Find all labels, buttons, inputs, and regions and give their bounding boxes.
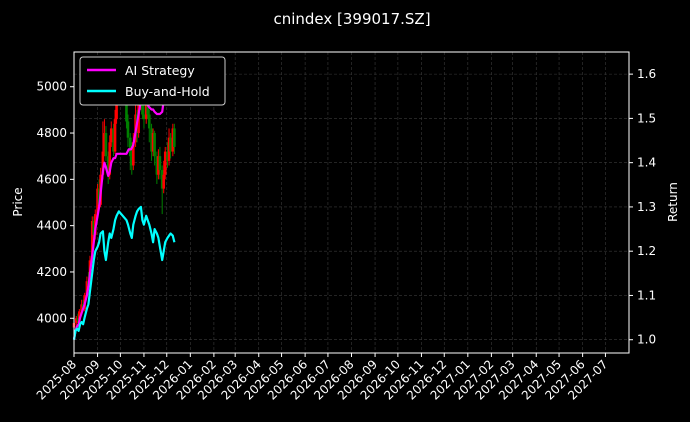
candle-body — [106, 156, 110, 175]
candle-body — [74, 318, 78, 323]
series-line-buy-and-hold — [72, 205, 176, 340]
candle-body — [76, 318, 80, 321]
candle-body — [130, 156, 134, 166]
candle-body — [153, 133, 156, 157]
candle-body — [157, 156, 160, 175]
candle-body — [144, 98, 148, 120]
y-axis-right-title: Return — [666, 182, 680, 222]
legend-box — [79, 56, 226, 106]
y-left-tick-label: 5000 — [36, 80, 67, 94]
candle-body — [167, 137, 171, 161]
legend-label-buy-and-hold: Buy-and-Hold — [125, 84, 210, 99]
candle-body — [162, 174, 166, 189]
candle-body — [169, 137, 172, 152]
y-right-tick-label: 1.1 — [637, 288, 656, 302]
y-left-tick-label: 4000 — [36, 311, 67, 325]
candle-body — [163, 151, 167, 175]
candle-body — [125, 91, 128, 122]
candle-body — [132, 142, 135, 166]
candle-body — [112, 128, 115, 152]
candle-body — [96, 188, 99, 215]
candle-body — [101, 151, 105, 175]
series-line-ai-strategy — [72, 68, 176, 340]
candle-body — [150, 128, 153, 152]
candle-body — [147, 114, 151, 129]
y-left-tick-label: 4200 — [36, 265, 67, 279]
y-right-tick-label: 1.2 — [637, 244, 656, 258]
y-left-tick-label: 4800 — [36, 126, 67, 140]
candle-body — [113, 119, 117, 152]
candle-body — [115, 98, 118, 120]
candle-body — [158, 156, 162, 171]
y-right-tick-label: 1.5 — [637, 111, 656, 125]
candle-body — [78, 311, 81, 321]
candle-body — [155, 156, 159, 175]
candle-body — [92, 221, 96, 235]
y-right-tick-label: 1.6 — [637, 67, 656, 81]
candle-body — [108, 142, 112, 175]
candle-body — [160, 170, 164, 189]
chart-title: cnindex [399017.SZ] — [273, 10, 430, 28]
y-left-tick-label: 4600 — [36, 172, 67, 186]
y-left-tick-label: 4400 — [36, 219, 67, 233]
candle-body — [142, 114, 146, 120]
candle-body — [90, 221, 94, 261]
candle-body — [109, 128, 113, 143]
y-right-tick-label: 1.0 — [637, 333, 656, 347]
candle-body — [103, 133, 106, 152]
candle-body — [97, 188, 101, 205]
candle-body — [126, 121, 130, 138]
candle-body — [166, 151, 169, 161]
candle-body — [151, 133, 155, 152]
y-axis-left-title: Price — [11, 187, 25, 216]
y-right-tick-label: 1.3 — [637, 200, 656, 214]
candle-body — [171, 128, 175, 152]
legend-label-ai-strategy: AI Strategy — [125, 63, 195, 78]
candle-body — [128, 137, 132, 157]
legend: AI Strategy Buy-and-Hold — [79, 56, 226, 106]
candle-body — [104, 133, 108, 157]
candle-body — [173, 128, 176, 147]
y-right-tick-label: 1.4 — [637, 156, 656, 170]
candle-body — [80, 304, 83, 312]
candle-body — [85, 281, 89, 296]
